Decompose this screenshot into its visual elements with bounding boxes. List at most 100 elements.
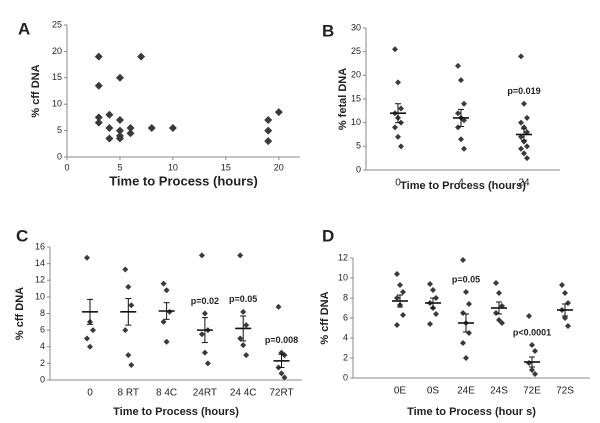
x-axis-label: Time to Process (hours) bbox=[109, 173, 258, 188]
point bbox=[281, 374, 288, 381]
point bbox=[496, 290, 502, 296]
annotation: p=0.02 bbox=[191, 296, 219, 306]
point bbox=[392, 46, 398, 53]
point bbox=[128, 302, 135, 309]
point bbox=[518, 145, 524, 152]
point bbox=[400, 289, 406, 295]
y-tick-label: 6 bbox=[40, 325, 45, 335]
x-tick-label: 24RT bbox=[193, 388, 217, 399]
point bbox=[460, 310, 466, 316]
point bbox=[125, 352, 132, 359]
x-tick-label: 24 bbox=[518, 178, 530, 189]
point bbox=[458, 136, 464, 143]
point bbox=[562, 290, 568, 296]
panel-label: C bbox=[16, 226, 28, 245]
annotation: p=0.05 bbox=[229, 294, 257, 304]
x-tick-label: 4 bbox=[458, 178, 464, 189]
x-tick-label: 0E bbox=[394, 386, 407, 397]
point bbox=[559, 282, 565, 288]
y-tick-label: 0 bbox=[343, 372, 348, 382]
y-axis-label: % fetal DNA bbox=[337, 68, 349, 130]
point bbox=[400, 312, 406, 318]
point bbox=[204, 360, 211, 367]
y-tick-label: 4 bbox=[343, 332, 348, 342]
point bbox=[466, 301, 472, 307]
y-tick-label: 2 bbox=[40, 358, 45, 368]
y-tick-label: 0 bbox=[40, 374, 45, 384]
point bbox=[115, 126, 124, 135]
panel-label: D bbox=[322, 226, 334, 245]
point bbox=[115, 134, 124, 143]
y-tick-label: 10 bbox=[351, 117, 361, 127]
point bbox=[518, 133, 524, 140]
point bbox=[524, 114, 530, 121]
point bbox=[398, 105, 404, 112]
point bbox=[463, 289, 469, 295]
y-tick-label: 6 bbox=[343, 312, 348, 322]
point bbox=[201, 310, 208, 317]
y-axis-label: % cff DNA bbox=[30, 64, 42, 117]
point bbox=[84, 254, 90, 261]
point bbox=[137, 52, 146, 61]
x-tick-label: 24 4C bbox=[230, 388, 257, 399]
y-tick-label: 10 bbox=[52, 99, 62, 109]
point bbox=[105, 110, 114, 119]
point bbox=[105, 134, 114, 143]
point bbox=[532, 348, 538, 354]
point bbox=[240, 308, 247, 315]
y-tick-label: 30 bbox=[351, 22, 361, 32]
point bbox=[168, 123, 177, 132]
point bbox=[275, 303, 282, 310]
y-tick-label: 15 bbox=[351, 93, 361, 103]
x-tick-label: 0 bbox=[64, 162, 69, 172]
annotation: p=0.008 bbox=[265, 335, 298, 345]
y-tick-label: 0 bbox=[57, 151, 62, 161]
y-tick-label: 16 bbox=[35, 241, 45, 251]
point bbox=[105, 123, 114, 132]
point bbox=[126, 129, 135, 138]
point bbox=[529, 367, 535, 373]
point bbox=[461, 100, 467, 107]
point bbox=[394, 322, 400, 328]
y-tick-label: 8 bbox=[343, 292, 348, 302]
point bbox=[94, 118, 103, 127]
point bbox=[237, 335, 244, 342]
y-tick-label: 25 bbox=[52, 19, 62, 29]
point bbox=[455, 62, 461, 69]
point bbox=[243, 322, 250, 329]
point bbox=[243, 352, 250, 359]
point bbox=[532, 371, 538, 377]
point bbox=[524, 155, 530, 162]
point bbox=[427, 281, 433, 287]
x-tick-label: 8 RT bbox=[118, 388, 140, 399]
y-tick-label: 5 bbox=[57, 125, 62, 135]
point bbox=[94, 81, 103, 90]
point bbox=[427, 321, 433, 327]
point bbox=[455, 110, 461, 117]
point bbox=[160, 280, 167, 287]
x-tick-label: 72S bbox=[556, 386, 574, 397]
x-tick-label: 72E bbox=[523, 386, 541, 397]
point bbox=[115, 73, 124, 82]
annotation: p<0.0001 bbox=[513, 327, 551, 337]
point bbox=[466, 330, 472, 336]
point bbox=[147, 123, 156, 132]
point bbox=[163, 338, 170, 345]
point bbox=[278, 370, 285, 377]
y-tick-label: 15 bbox=[52, 72, 62, 82]
y-tick-label: 5 bbox=[356, 141, 361, 151]
y-axis-label: % cff DNA bbox=[319, 291, 331, 344]
y-tick-label: 12 bbox=[35, 275, 45, 285]
point bbox=[463, 355, 469, 361]
point bbox=[524, 143, 530, 150]
point bbox=[274, 108, 283, 117]
point bbox=[526, 360, 532, 366]
point bbox=[94, 52, 103, 61]
point bbox=[201, 349, 208, 356]
point bbox=[397, 282, 403, 288]
x-axis-label: Time to Process (hours) bbox=[113, 406, 239, 418]
y-tick-label: 0 bbox=[356, 164, 361, 174]
panel-label: A bbox=[18, 19, 30, 38]
point bbox=[493, 310, 499, 316]
point bbox=[122, 327, 129, 334]
